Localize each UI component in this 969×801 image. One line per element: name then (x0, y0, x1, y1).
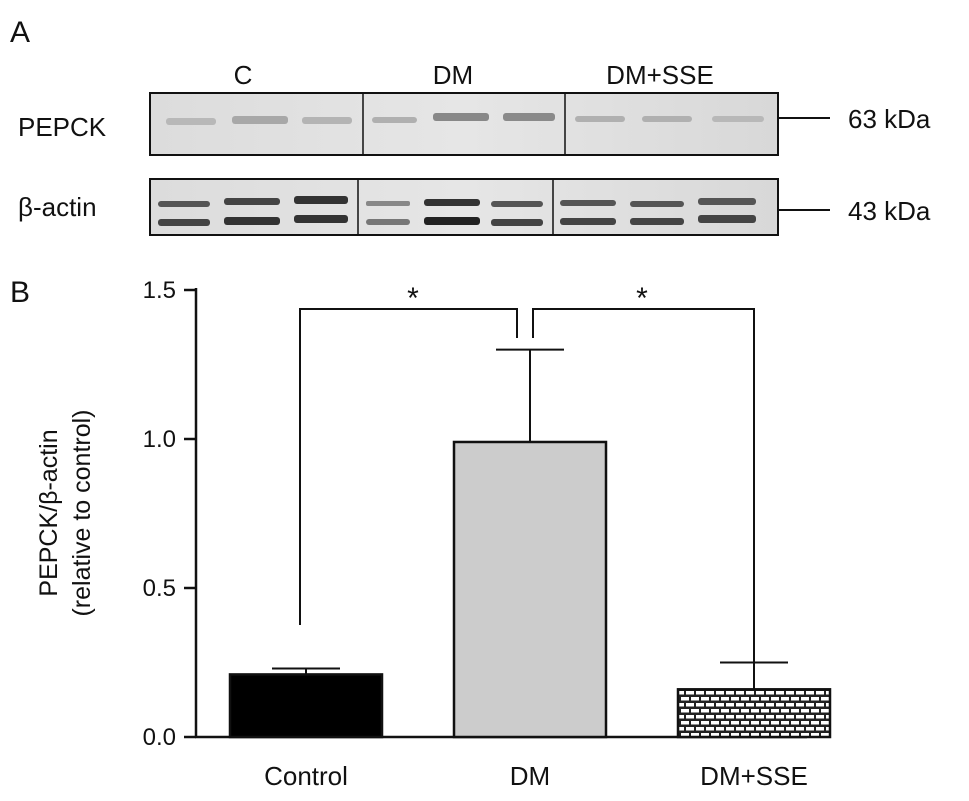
bar-control (228, 673, 384, 739)
y-axis-label-line2: (relative to control) (68, 409, 96, 616)
significance-star: * (407, 282, 419, 315)
x-tick-labels: Control DM DM+SSE (264, 761, 808, 791)
band-label-beta-actin: β-actin (18, 192, 97, 222)
bars (228, 440, 832, 739)
x-tick-label: DM (510, 761, 550, 791)
bar-dm-sse (676, 688, 832, 739)
y-ticks: 0.0 0.5 1.0 1.5 (143, 277, 196, 751)
band-size-beta-actin: 43 kDa (848, 196, 931, 226)
y-tick-label: 0.0 (143, 724, 176, 751)
significance-brackets: * * (299, 282, 755, 690)
band-size-pepck: 63 kDa (848, 104, 931, 134)
band-label-pepck: PEPCK (18, 112, 107, 142)
panel-a-letter: A (10, 16, 30, 49)
x-tick-label: Control (264, 761, 348, 791)
pepck-blot (149, 92, 779, 156)
significance-bracket-control-dm (299, 308, 518, 625)
panel-b-letter: B (10, 276, 30, 309)
x-tick-label: DM+SSE (700, 761, 808, 791)
group-label-dm: DM (433, 60, 473, 90)
y-tick-label: 1.0 (143, 426, 176, 453)
significance-bracket-dm-dmsse (532, 308, 755, 690)
group-label-c: C (234, 60, 253, 90)
y-axis-label-line1: PEPCK/β-actin (35, 429, 63, 596)
bar-dm (452, 440, 608, 739)
group-label-dm-sse: DM+SSE (606, 60, 714, 90)
significance-star: * (636, 282, 648, 315)
beta-actin-blot (149, 178, 779, 236)
y-tick-label: 1.5 (143, 277, 176, 304)
y-tick-label: 0.5 (143, 575, 176, 602)
bar-chart: 0.00.51.01.5 Control DM DM+SSE * * PEPCK/β-… (35, 277, 832, 791)
